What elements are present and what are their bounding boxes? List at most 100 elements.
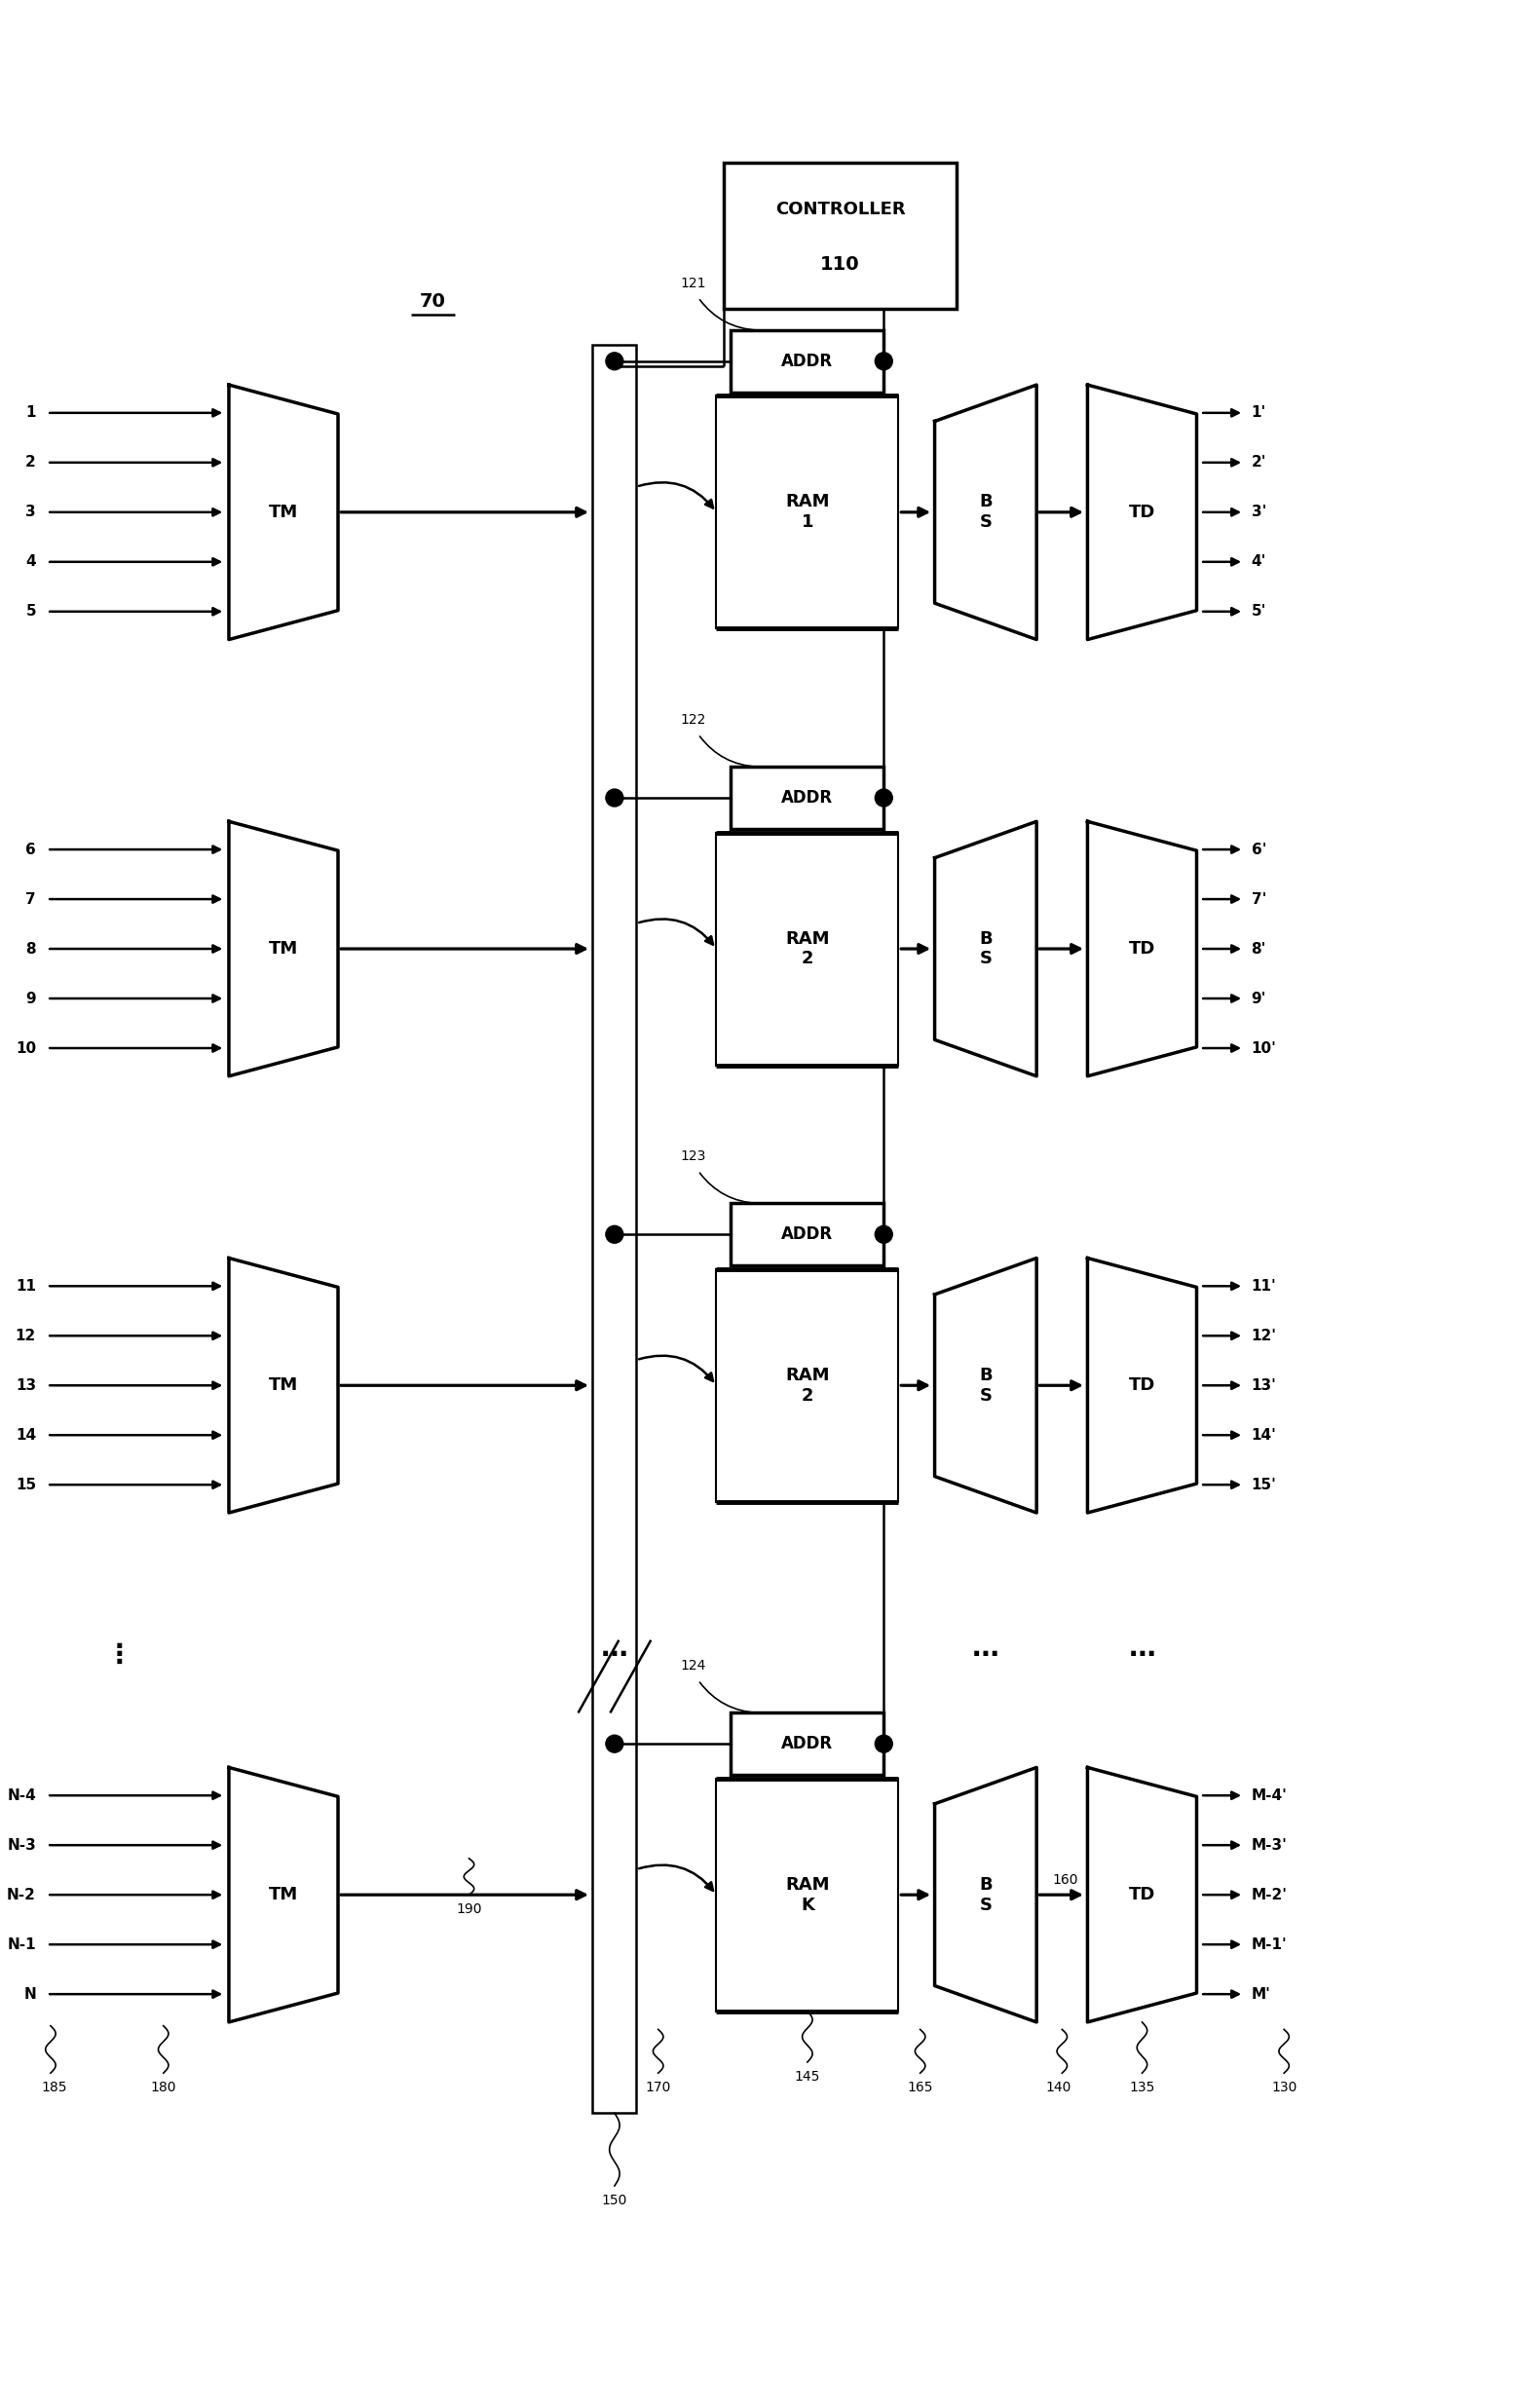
Text: 3: 3	[26, 505, 35, 520]
Text: 5: 5	[26, 604, 35, 619]
Text: N-1: N-1	[8, 1938, 35, 1952]
Text: TM: TM	[268, 1887, 299, 1904]
Text: ADDR: ADDR	[781, 1735, 833, 1752]
Circle shape	[605, 1225, 624, 1242]
Text: 9: 9	[26, 992, 35, 1006]
Text: RAM
K: RAM K	[785, 1875, 830, 1914]
Text: TM: TM	[268, 1377, 299, 1394]
Polygon shape	[229, 821, 337, 1076]
Bar	[724, 164, 956, 308]
Text: M-3': M-3'	[1250, 1839, 1287, 1853]
Text: TD: TD	[1129, 941, 1155, 958]
Text: 110: 110	[821, 255, 859, 274]
Text: 165: 165	[907, 2080, 933, 2094]
Polygon shape	[1087, 385, 1197, 640]
Text: RAM
1: RAM 1	[785, 493, 830, 532]
Text: 4': 4'	[1250, 554, 1266, 568]
Text: 8: 8	[26, 941, 35, 956]
Bar	[732, 768, 884, 828]
Polygon shape	[935, 1259, 1036, 1512]
Text: 15': 15'	[1250, 1478, 1277, 1492]
Text: 124: 124	[681, 1658, 705, 1673]
Text: ADDR: ADDR	[781, 351, 833, 371]
Text: 14: 14	[15, 1427, 35, 1442]
Polygon shape	[1087, 1259, 1197, 1512]
Text: ⋯: ⋯	[601, 1642, 628, 1668]
Text: 170: 170	[645, 2080, 671, 2094]
Text: ⋯: ⋯	[972, 1642, 999, 1668]
Text: M-2': M-2'	[1250, 1887, 1287, 1902]
Text: M-4': M-4'	[1250, 1788, 1287, 1803]
Text: TM: TM	[268, 503, 299, 520]
Text: 121: 121	[681, 277, 705, 289]
Text: 8': 8'	[1250, 941, 1266, 956]
Text: 4: 4	[26, 554, 35, 568]
Polygon shape	[935, 385, 1036, 640]
Circle shape	[875, 1735, 893, 1752]
Bar	[732, 1714, 884, 1774]
Polygon shape	[229, 1259, 337, 1512]
Text: 12': 12'	[1250, 1329, 1277, 1343]
Bar	[716, 833, 898, 1066]
Text: N-4: N-4	[8, 1788, 35, 1803]
Text: 10': 10'	[1250, 1040, 1277, 1054]
Text: 122: 122	[681, 712, 705, 727]
Text: 13: 13	[15, 1379, 35, 1394]
Text: ⋯: ⋯	[1129, 1642, 1155, 1668]
Text: 180: 180	[151, 2080, 176, 2094]
Text: 7: 7	[26, 893, 35, 907]
Bar	[732, 1204, 884, 1266]
Text: ADDR: ADDR	[781, 789, 833, 806]
Text: B
S: B S	[979, 1367, 992, 1403]
Text: 123: 123	[681, 1151, 705, 1163]
Text: 130: 130	[1270, 2080, 1297, 2094]
Bar	[716, 395, 898, 628]
Text: TM: TM	[268, 941, 299, 958]
Bar	[716, 1779, 898, 2012]
Polygon shape	[229, 385, 337, 640]
Polygon shape	[1087, 1767, 1197, 2022]
Text: 70: 70	[419, 291, 445, 311]
Polygon shape	[229, 1767, 337, 2022]
Polygon shape	[1087, 821, 1197, 1076]
Text: B
S: B S	[979, 1875, 992, 1914]
Text: B
S: B S	[979, 493, 992, 532]
Text: TD: TD	[1129, 1887, 1155, 1904]
Text: B
S: B S	[979, 929, 992, 968]
Text: 3': 3'	[1250, 505, 1266, 520]
Text: 13': 13'	[1250, 1379, 1277, 1394]
Text: N-3: N-3	[8, 1839, 35, 1853]
Circle shape	[605, 351, 624, 371]
Text: 1: 1	[26, 404, 35, 421]
Text: 10: 10	[15, 1040, 35, 1054]
Text: 11: 11	[15, 1278, 35, 1293]
Text: 14': 14'	[1250, 1427, 1277, 1442]
Text: 5': 5'	[1250, 604, 1266, 619]
Text: 6: 6	[26, 842, 35, 857]
Text: 160: 160	[1053, 1873, 1078, 1887]
Text: RAM
2: RAM 2	[785, 929, 830, 968]
Bar	[593, 344, 636, 2113]
Circle shape	[875, 789, 893, 806]
Text: TD: TD	[1129, 1377, 1155, 1394]
Text: ⋮: ⋮	[106, 1642, 134, 1668]
Text: RAM
2: RAM 2	[785, 1367, 830, 1403]
Text: 2': 2'	[1250, 455, 1266, 469]
Text: 11': 11'	[1250, 1278, 1277, 1293]
Bar	[732, 330, 884, 392]
Text: 140: 140	[1046, 2080, 1072, 2094]
Text: 135: 135	[1129, 2080, 1155, 2094]
Circle shape	[605, 1735, 624, 1752]
Polygon shape	[935, 821, 1036, 1076]
Polygon shape	[935, 1767, 1036, 2022]
Bar	[716, 1268, 898, 1502]
Text: 9': 9'	[1250, 992, 1266, 1006]
Text: 145: 145	[795, 2070, 821, 2084]
Text: 12: 12	[15, 1329, 35, 1343]
Circle shape	[605, 789, 624, 806]
Text: 6': 6'	[1250, 842, 1266, 857]
Text: M': M'	[1250, 1986, 1270, 2003]
Text: 185: 185	[42, 2080, 68, 2094]
Text: CONTROLLER: CONTROLLER	[775, 200, 906, 219]
Text: 190: 190	[456, 1902, 482, 1916]
